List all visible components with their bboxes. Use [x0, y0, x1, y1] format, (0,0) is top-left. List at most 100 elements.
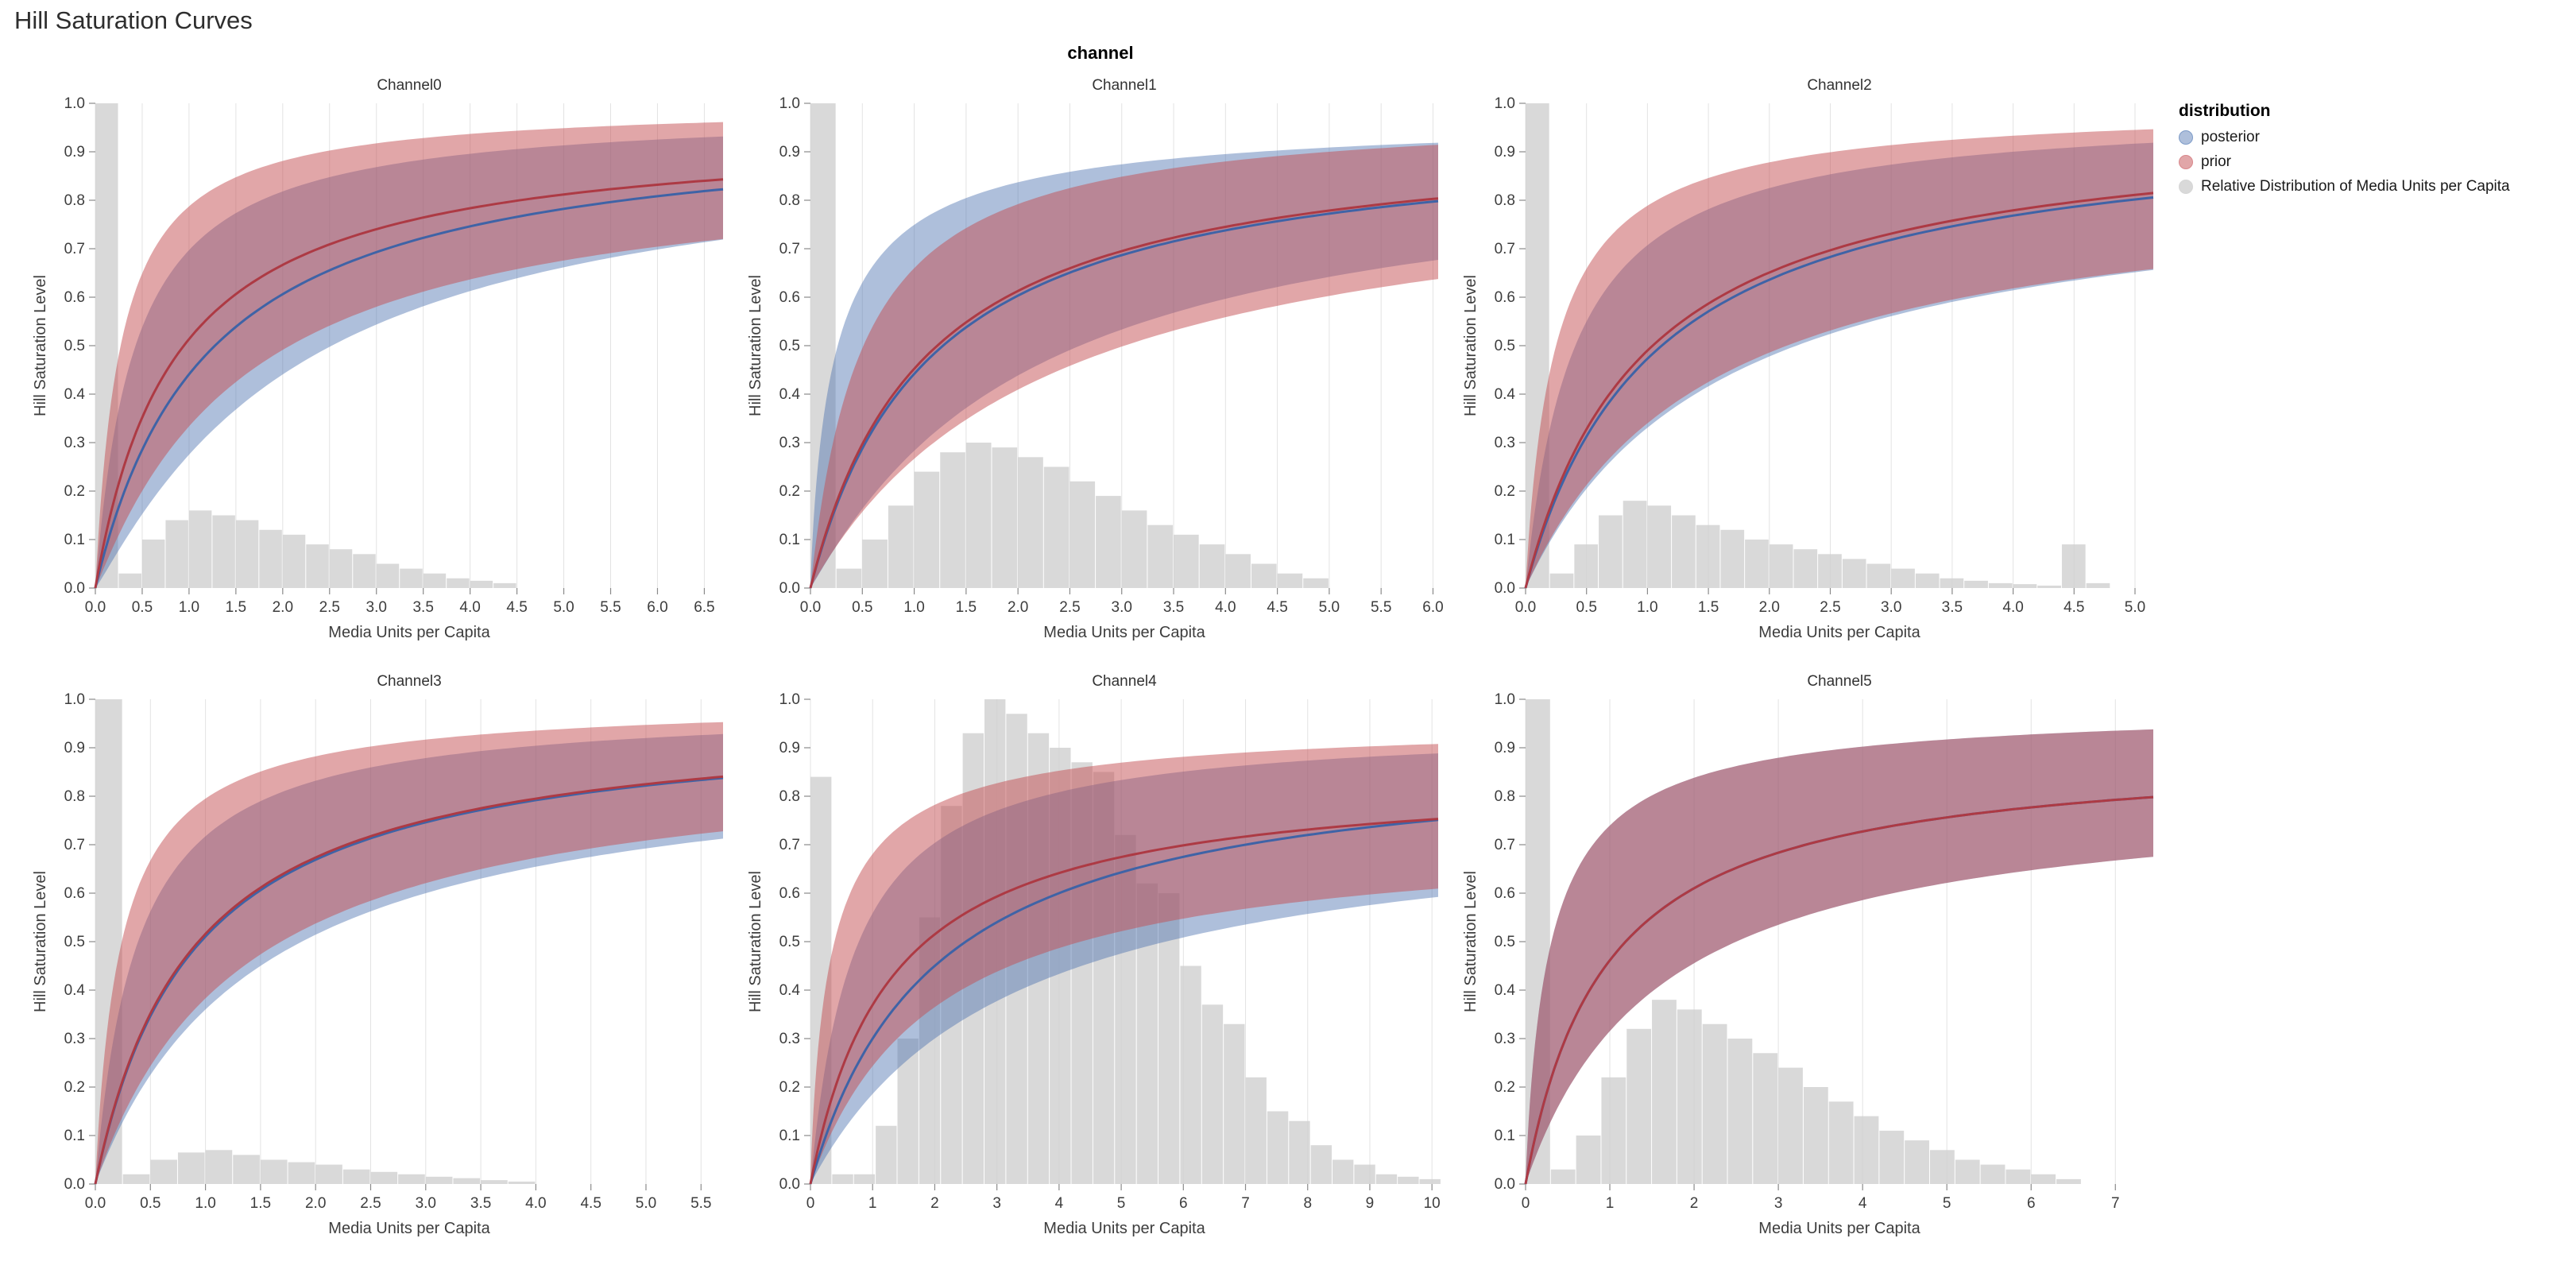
svg-text:0.8: 0.8: [1495, 788, 1515, 805]
facet-title: Channel3: [377, 673, 441, 690]
svg-text:0.4: 0.4: [64, 386, 86, 403]
svg-text:0.9: 0.9: [1495, 740, 1515, 756]
y-axis-title: Hill Saturation Level: [747, 871, 764, 1012]
svg-text:3.5: 3.5: [1942, 599, 1963, 616]
svg-text:0.0: 0.0: [64, 580, 85, 597]
svg-text:4.0: 4.0: [1215, 599, 1236, 616]
y-axis: 0.0 0.1 0.2 0.3 0.4 0.5 0.6 0.7 0.8 0.9 1.0: [779, 95, 810, 597]
prior-credible-band: [1526, 129, 2153, 589]
svg-text:4.5: 4.5: [506, 599, 527, 616]
x-axis-title: Media Units per Capita: [328, 624, 490, 641]
svg-text:5.5: 5.5: [600, 599, 621, 616]
svg-text:0.0: 0.0: [800, 599, 821, 616]
svg-text:0.1: 0.1: [779, 1128, 800, 1144]
x-axis: 0.0 0.5 1.0 1.5 2.0 2.5 3.0 3.5 4.0 4.5 5.0 5.5 6.0 6…: [85, 588, 715, 616]
svg-text:1.0: 1.0: [1495, 691, 1515, 708]
x-axis-title: Media Units per Capita: [1043, 1220, 1205, 1237]
svg-text:3.5: 3.5: [1163, 599, 1184, 616]
y-axis-title: Hill Saturation Level: [747, 275, 764, 416]
svg-text:3.0: 3.0: [1112, 599, 1132, 616]
facet-chart-channel2: Channel2 0.0 0.5 1.0 1.5 2.0 2.5 3.0 3.5 4.0 4.5 5.…: [1462, 77, 2154, 641]
prior-credible-band: [95, 122, 723, 589]
svg-text:0.2: 0.2: [779, 1079, 800, 1096]
svg-text:2.5: 2.5: [319, 599, 340, 616]
svg-text:0.0: 0.0: [779, 580, 800, 597]
svg-text:0: 0: [806, 1195, 815, 1212]
svg-text:3.5: 3.5: [412, 599, 433, 616]
facet-chart-channel1: Channel1 0.0 0.5 1.0 1.5 2.0 2.5 3.0 3.5 4.0 4.5 5.…: [747, 77, 1444, 641]
prior-credible-band: [95, 722, 723, 1184]
legend-item-media-distribution: Relative Distribution of Media Units per…: [2179, 178, 2572, 195]
facet-title: Channel0: [377, 77, 441, 94]
facet-chart-channel0: Channel0 0.0 0.5 1.0 1.5 2.0 2.5 3.0 3.5 4.0 4.5 5.…: [32, 77, 724, 641]
svg-text:0.2: 0.2: [64, 1079, 85, 1096]
y-axis: 0.0 0.1 0.2 0.3 0.4 0.5 0.6 0.7 0.8 0.9 1.0: [1495, 691, 1526, 1193]
svg-text:1.0: 1.0: [779, 691, 800, 708]
page-title: Hill Saturation Curves: [14, 6, 253, 34]
y-axis: 0.0 0.1 0.2 0.3 0.4 0.5 0.6 0.7 0.8 0.9 1.0: [64, 95, 95, 597]
svg-text:4: 4: [1859, 1195, 1867, 1212]
svg-text:1.0: 1.0: [179, 599, 199, 616]
svg-text:2.5: 2.5: [1059, 599, 1080, 616]
svg-text:8: 8: [1303, 1195, 1312, 1212]
svg-text:0.0: 0.0: [1495, 580, 1515, 597]
svg-text:0.0: 0.0: [85, 599, 106, 616]
x-axis: 0 1 2 3 4 5 6 7: [1522, 1184, 2120, 1212]
svg-text:0.3: 0.3: [779, 1031, 800, 1047]
legend-item-label: Relative Distribution of Media Units per…: [2201, 178, 2510, 195]
svg-text:3.5: 3.5: [470, 1195, 491, 1212]
svg-text:5.5: 5.5: [690, 1195, 711, 1212]
svg-text:0.5: 0.5: [64, 934, 85, 950]
svg-text:0.8: 0.8: [64, 192, 85, 209]
svg-text:1.0: 1.0: [903, 599, 924, 616]
svg-text:0.6: 0.6: [779, 289, 800, 306]
legend: distribution posterior prior Relative Dist…: [2179, 102, 2572, 203]
y-axis: 0.0 0.1 0.2 0.3 0.4 0.5 0.6 0.7 0.8 0.9 1.0: [64, 691, 95, 1193]
svg-text:0.4: 0.4: [64, 982, 86, 999]
media-distribution-marker-icon: [2179, 180, 2193, 194]
svg-text:4.5: 4.5: [1267, 599, 1287, 616]
svg-text:4: 4: [1055, 1195, 1064, 1212]
facet-title: Channel2: [1807, 77, 1871, 94]
svg-text:0.7: 0.7: [1495, 241, 1515, 257]
svg-text:0.1: 0.1: [64, 532, 85, 548]
svg-text:1.0: 1.0: [64, 95, 85, 112]
facet-cell-channel0: Channel0 0.0 0.5 1.0 1.5 2.0 2.5 3.0 3.5 4.0 4.5 5.…: [28, 68, 743, 664]
facet-cell-channel1: Channel1 0.0 0.5 1.0 1.5 2.0 2.5 3.0 3.5 4.0 4.5 5.…: [743, 68, 1458, 664]
legend-items: posterior prior Relative Distribution of M…: [2179, 129, 2572, 195]
svg-text:5: 5: [1117, 1195, 1126, 1212]
facet-cell-channel4: Channel4 0 1 2 3 4 5 6 7 8 9 10 0.0 0.1 0.2 0.3 0.4 0.5 0.…: [743, 664, 1458, 1259]
facet-grid: Channel0 0.0 0.5 1.0 1.5 2.0 2.5 3.0 3.5 4.0 4.5 5.…: [28, 68, 2173, 1259]
svg-text:0.3: 0.3: [64, 1031, 85, 1047]
svg-text:0.2: 0.2: [779, 483, 800, 500]
svg-text:0.5: 0.5: [1495, 338, 1515, 354]
svg-text:0.9: 0.9: [779, 740, 800, 756]
svg-text:1.5: 1.5: [1698, 599, 1719, 616]
svg-text:4.0: 4.0: [525, 1195, 546, 1212]
svg-text:0.5: 0.5: [132, 599, 153, 616]
svg-text:2.5: 2.5: [360, 1195, 381, 1212]
svg-text:4.5: 4.5: [2064, 599, 2084, 616]
svg-text:1.5: 1.5: [956, 599, 977, 616]
svg-text:6.5: 6.5: [694, 599, 714, 616]
svg-text:0.5: 0.5: [1576, 599, 1596, 616]
svg-text:1.0: 1.0: [779, 95, 800, 112]
svg-text:0.1: 0.1: [1495, 532, 1515, 548]
svg-text:1.0: 1.0: [195, 1195, 215, 1212]
facet-chart-channel5: Channel5 0 1 2 3 4 5 6 7 0.0 0.1 0.2 0.3 0.4 0.5 0.6 0.7…: [1462, 673, 2154, 1237]
svg-text:0.2: 0.2: [1495, 483, 1515, 500]
posterior-mean-curve: [809, 818, 1439, 1185]
prior-marker-icon: [2179, 155, 2193, 169]
legend-item-label: posterior: [2201, 129, 2260, 145]
svg-text:0.9: 0.9: [1495, 144, 1515, 161]
legend-item-posterior: posterior: [2179, 129, 2572, 146]
svg-text:5.0: 5.0: [636, 1195, 656, 1212]
svg-text:0.4: 0.4: [1495, 982, 1516, 999]
svg-text:0.2: 0.2: [64, 483, 85, 500]
svg-text:3: 3: [1774, 1195, 1783, 1212]
svg-text:5.5: 5.5: [1371, 599, 1391, 616]
posterior-mean-curve: [1524, 196, 2154, 589]
svg-text:3.0: 3.0: [1881, 599, 1901, 616]
svg-text:2.0: 2.0: [1759, 599, 1780, 616]
